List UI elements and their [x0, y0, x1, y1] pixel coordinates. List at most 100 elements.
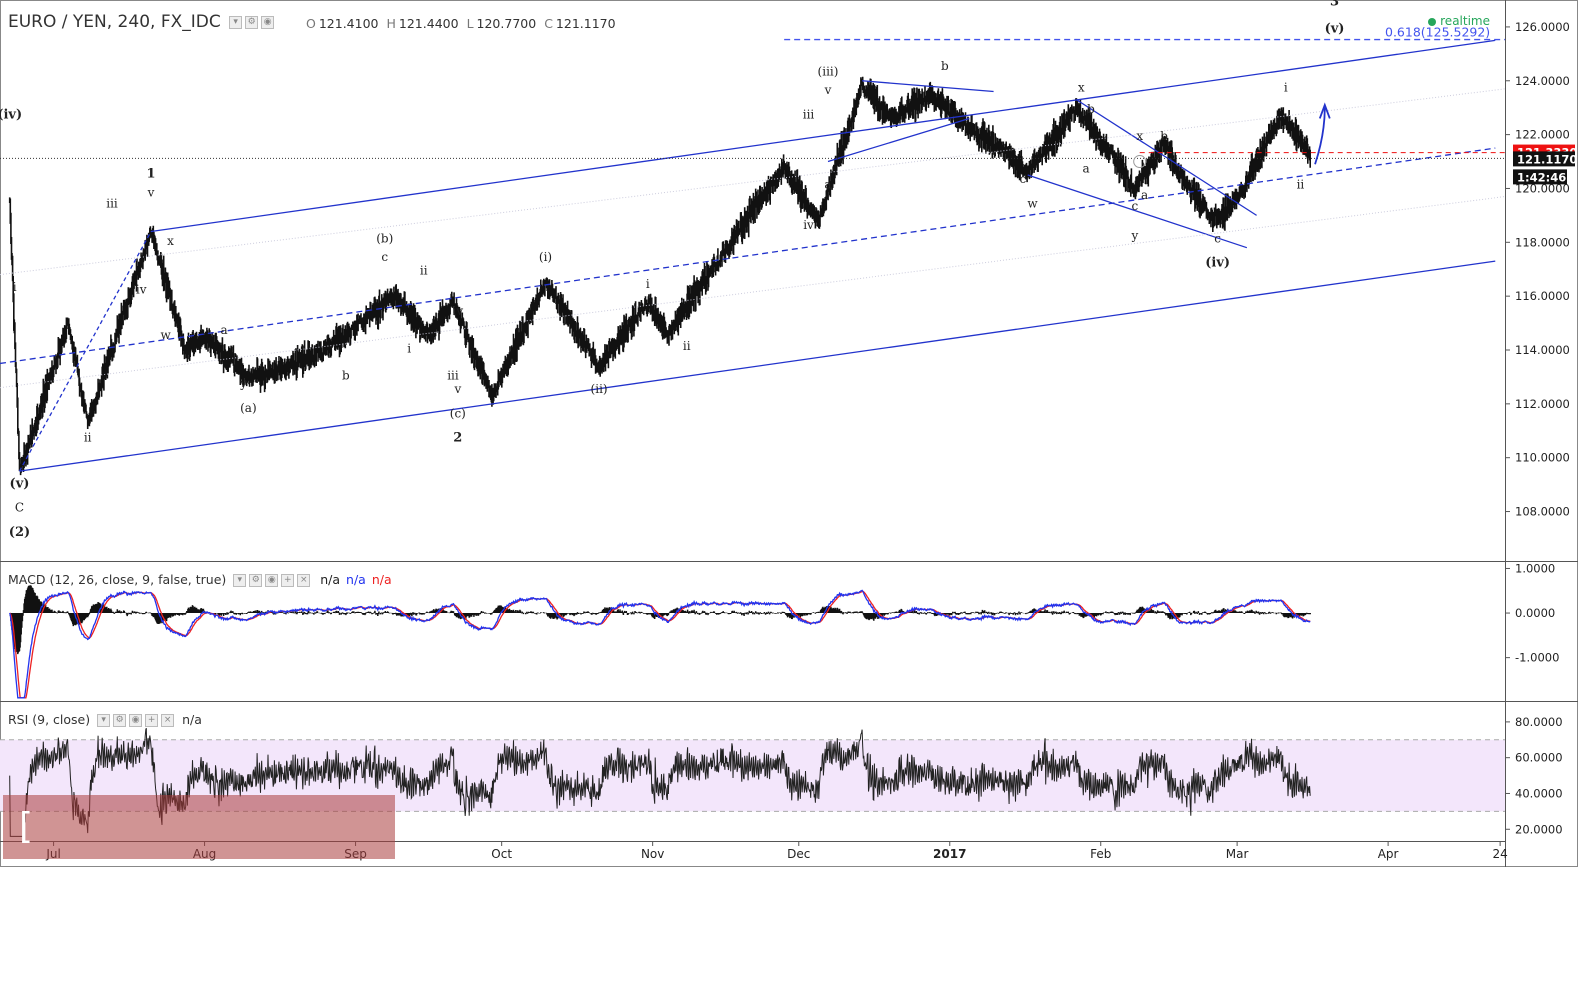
wave-label-35: c	[1019, 172, 1026, 186]
symbol-title-text: EURO / YEN, 240, FX_IDC	[8, 12, 221, 32]
main-ytick-label-1: 124.0000	[1515, 74, 1570, 88]
wave-label-26: i	[646, 277, 650, 291]
projection-arrow	[1314, 107, 1326, 165]
ohlc-h: H 121.4400	[386, 16, 459, 31]
realtime-indicator: realtime	[1428, 14, 1490, 28]
channel-guide-lower	[0, 196, 1506, 389]
price-bars	[8, 76, 1311, 476]
wave-label-47: i	[1284, 81, 1288, 95]
wave-label-17: c	[381, 250, 388, 264]
xtick-label-4: Nov	[641, 847, 664, 861]
macd-legend[interactable]: MACD (12, 26, close, 9, false, true) ▾ ⚙ ◉…	[8, 572, 392, 587]
rsi-source-icon[interactable]: ◉	[129, 714, 143, 727]
rsi-collapse-icon[interactable]: ▾	[97, 714, 111, 727]
macd-settings-icon[interactable]: ⚙	[249, 574, 263, 587]
wave-label-44: y	[1130, 229, 1138, 243]
rsi-ytick-label-0: 80.0000	[1515, 715, 1563, 729]
wave-label-10: x	[167, 234, 174, 248]
rsi-ytick-label-3: 20.0000	[1515, 822, 1563, 836]
main-ytick-label-9: 108.0000	[1515, 505, 1570, 519]
wave-label-36: w	[1027, 196, 1038, 210]
wave-label-4: (2)	[9, 525, 30, 540]
rsi-legend[interactable]: RSI (9, close) ▾ ⚙ ◉ + × n/a	[8, 712, 202, 727]
projection-arrow-head	[1318, 102, 1331, 119]
price-badge-2	[1513, 169, 1567, 185]
symbol-title[interactable]: EURO / YEN, 240, FX_IDC ▾ ⚙ ◉	[8, 12, 275, 32]
wave-label-20: iv	[453, 304, 464, 318]
source-icon[interactable]: ◉	[261, 15, 275, 29]
wave-label-43: c	[1131, 199, 1138, 213]
wave-connector-line	[18, 231, 152, 472]
xtick-label-10: 24	[1492, 847, 1507, 861]
xtick-label-7: Feb	[1090, 847, 1111, 861]
rsi-ytick-label-1: 60.0000	[1515, 751, 1563, 765]
rsi-line	[9, 727, 1311, 837]
instaforex-watermark: [ www.instaforex.com ]	[3, 795, 395, 975]
wave-label-38: b	[1087, 102, 1095, 116]
macd-add-icon[interactable]: +	[281, 574, 295, 587]
chart-canvas[interactable]: 126.0000124.0000122.0000120.0000118.0000…	[0, 0, 1578, 867]
wave-label-37: x	[1078, 81, 1085, 95]
xtick-label-9: Apr	[1378, 847, 1399, 861]
wave-label-16: (b)	[376, 231, 393, 245]
xtick-label-6: 2017	[933, 847, 966, 861]
wave-label-7: iv	[136, 282, 147, 296]
channel-guide-upper	[0, 88, 1506, 276]
rsi-ytick-label-2: 40.0000	[1515, 786, 1563, 800]
main-ytick-label-7: 112.0000	[1515, 397, 1570, 411]
wave-label-25: (i)	[539, 250, 552, 264]
fib-level-label: 0.618(125.5292)	[1385, 25, 1490, 40]
rsi-close-icon[interactable]: ×	[161, 714, 175, 727]
wedge-upper-line	[1076, 99, 1257, 216]
ohlc-l: L 120.7700	[466, 16, 537, 31]
triangle-lower-line	[827, 117, 970, 163]
macd-label: MACD (12, 26, close, 9, false, true)	[8, 572, 227, 587]
macd-histogram	[8, 585, 1311, 655]
macd-line	[9, 589, 1311, 699]
xtick-label-5: Dec	[787, 847, 810, 861]
main-ytick-label-3: 120.0000	[1515, 181, 1570, 195]
xtick-label-8: Mar	[1226, 847, 1249, 861]
macd-ytick-label-0: 1.0000	[1515, 561, 1555, 575]
main-ytick-label-8: 110.0000	[1515, 451, 1570, 465]
ohlc-readout: O 121.4100 H 121.4400 L 120.7700 C 121.1170	[306, 16, 624, 31]
wave-label-50: (v)	[1325, 21, 1345, 36]
wedge-lower-line	[1027, 174, 1248, 249]
macd-signal-line	[9, 590, 1311, 699]
wave-label-5: ii	[84, 431, 92, 445]
macd-source-icon[interactable]: ◉	[265, 574, 279, 587]
wave-label-40: x	[1136, 129, 1143, 143]
wave-label-13: y	[239, 377, 247, 391]
main-ytick-label-6: 114.0000	[1515, 343, 1570, 357]
macd-value-1: n/a	[346, 572, 366, 587]
wave-label-27: (ii)	[591, 382, 608, 396]
wave-label-33: a	[824, 177, 831, 191]
wave-label-39: a	[1083, 161, 1090, 175]
wave-label-24: 2	[453, 431, 462, 446]
triangle-upper-line	[862, 80, 994, 93]
wave-label-48: ii	[1297, 177, 1305, 191]
main-ytick-label-4: 118.0000	[1515, 235, 1570, 249]
channel-mid-line	[0, 147, 1496, 365]
wave-label-41: b	[1160, 129, 1168, 143]
price-badge-label-1: 121.1170	[1517, 152, 1577, 166]
rsi-value: n/a	[182, 712, 202, 727]
macd-ytick-label-1: 0.0000	[1515, 606, 1555, 620]
wave-label-49: 3	[1330, 0, 1339, 9]
wave-label-29: iii	[803, 107, 815, 121]
ohlc-o: O 121.4100	[306, 16, 379, 31]
collapse-icon[interactable]: ▾	[229, 15, 243, 29]
macd-collapse-icon[interactable]: ▾	[233, 574, 247, 587]
rsi-settings-icon[interactable]: ⚙	[113, 714, 127, 727]
wave-label-12: a	[220, 323, 227, 337]
target-circle-icon	[1133, 155, 1147, 169]
settings-icon[interactable]: ⚙	[245, 15, 259, 29]
ohlc-c: C 121.1170	[544, 16, 616, 31]
price-series	[8, 76, 1311, 476]
rsi-add-icon[interactable]: +	[145, 714, 159, 727]
macd-close-icon[interactable]: ×	[297, 574, 311, 587]
wave-label-34: b	[941, 59, 949, 73]
price-badge-1	[1513, 151, 1575, 167]
wave-label-21: iii	[447, 369, 459, 383]
main-ytick-label-5: 116.0000	[1515, 289, 1570, 303]
